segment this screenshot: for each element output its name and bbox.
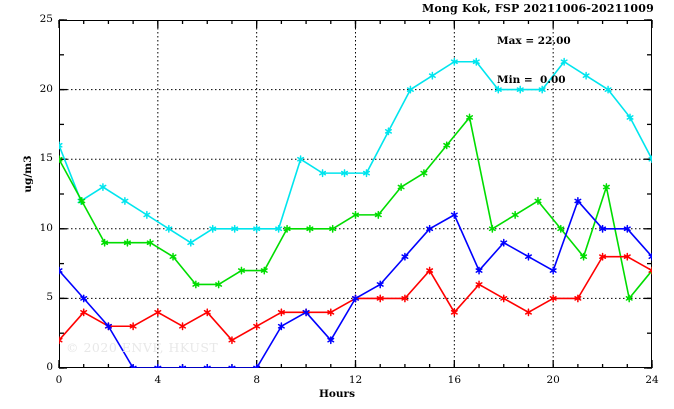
x-tick-label: 12 bbox=[348, 374, 363, 386]
y-tick-label: 0 bbox=[46, 361, 53, 373]
axis-ticks bbox=[58, 19, 653, 369]
series-red bbox=[59, 252, 652, 345]
stats-annotation: Max = 22.00 Min = 0.00 bbox=[497, 9, 571, 113]
series-green bbox=[59, 113, 652, 303]
x-tick-label: 24 bbox=[645, 374, 659, 386]
x-axis-label: Hours bbox=[318, 388, 355, 400]
y-tick-label: 5 bbox=[46, 291, 53, 304]
x-tick-label: 0 bbox=[55, 374, 63, 386]
max-value-label: Max = 22.00 bbox=[497, 35, 571, 47]
chart-title: Mong Kok, FSP 20211006-20211009 bbox=[421, 2, 654, 15]
y-tick-label: 25 bbox=[39, 13, 53, 25]
y-tick-label: 20 bbox=[39, 82, 53, 95]
series-blue bbox=[59, 197, 652, 368]
min-value-label: Min = 0.00 bbox=[497, 74, 566, 86]
y-tick-label: 15 bbox=[39, 152, 53, 165]
data-series-layer bbox=[59, 57, 652, 368]
x-tick-label: 16 bbox=[447, 374, 462, 386]
x-tick-label: 4 bbox=[154, 374, 162, 386]
x-tick-label: 8 bbox=[253, 374, 260, 386]
series-cyan bbox=[59, 57, 652, 247]
x-tick-label: 20 bbox=[546, 374, 560, 386]
y-tick-label: 10 bbox=[39, 221, 53, 234]
